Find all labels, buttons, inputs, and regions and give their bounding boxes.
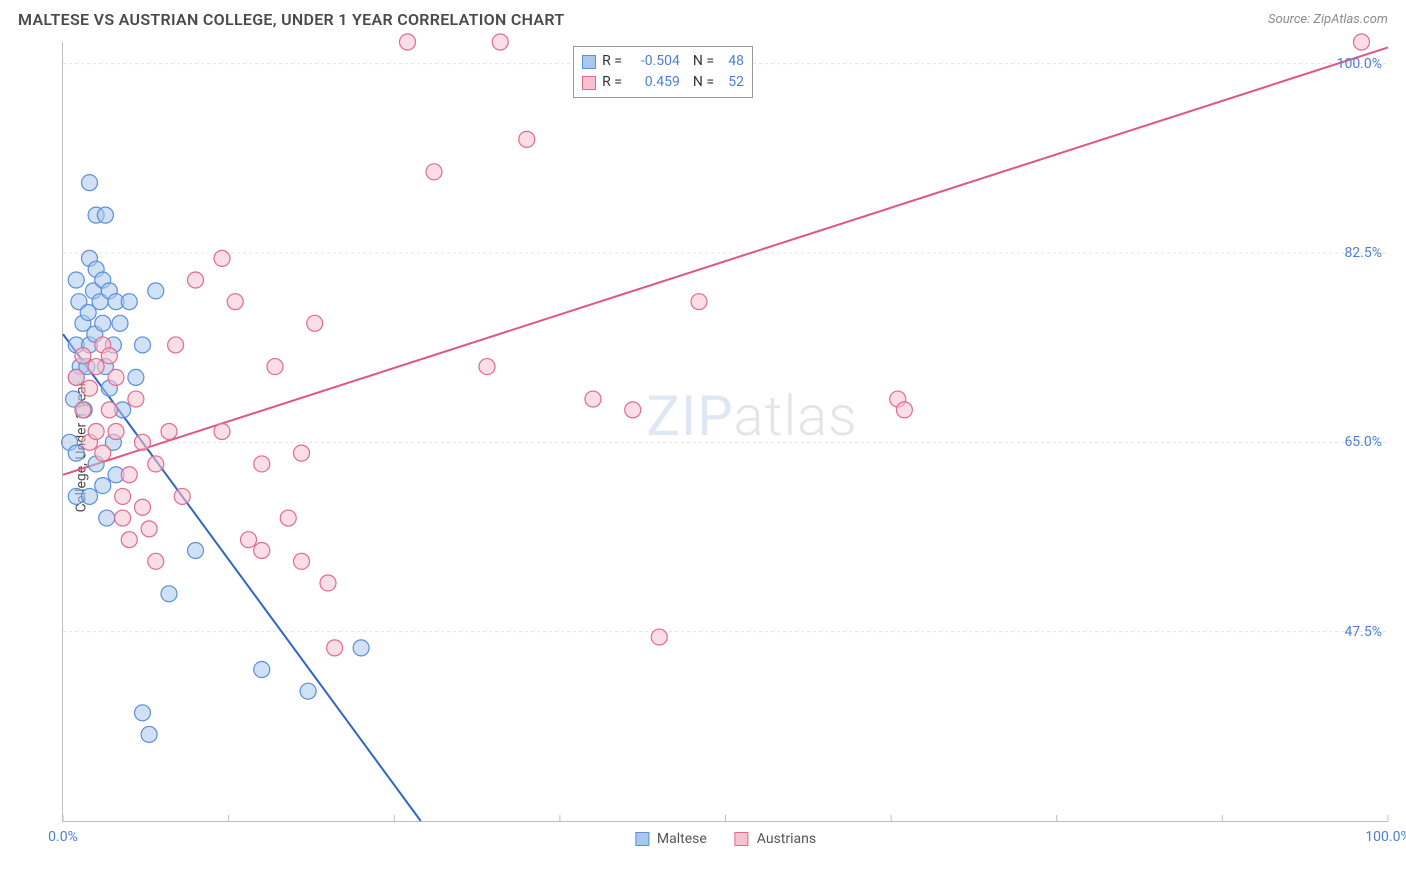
n-label: N = xyxy=(686,72,714,93)
legend-swatch xyxy=(735,832,749,846)
r-value: -0.504 xyxy=(628,51,680,72)
r-label: R = xyxy=(602,51,622,72)
r-label: R = xyxy=(602,72,622,93)
n-value: 48 xyxy=(720,51,744,72)
y-tick-label: 100.0% xyxy=(1337,56,1382,72)
x-tick-label: 100.0% xyxy=(1365,829,1406,845)
y-tick-label: 47.5% xyxy=(1344,624,1382,640)
r-value: 0.459 xyxy=(628,72,680,93)
y-tick-label: 65.0% xyxy=(1344,434,1382,450)
legend-item: Maltese xyxy=(635,831,707,847)
legend-swatch xyxy=(582,55,596,69)
chart-header: MALTESE VS AUSTRIAN COLLEGE, UNDER 1 YEA… xyxy=(0,0,1406,37)
n-label: N = xyxy=(686,51,714,72)
y-tick-label: 82.5% xyxy=(1344,245,1382,261)
x-tick-label: 0.0% xyxy=(48,829,78,845)
correlation-row: R = -0.504 N = 48 xyxy=(582,51,744,72)
legend-label: Maltese xyxy=(657,831,707,847)
chart-area: College, Under 1 year ZIPatlas R =-0.504… xyxy=(18,42,1388,852)
n-value: 52 xyxy=(720,72,744,93)
plot-svg xyxy=(63,42,1388,821)
legend-label: Austrians xyxy=(757,831,816,847)
series-legend: Maltese Austrians xyxy=(635,831,816,847)
chart-source: Source: ZipAtlas.com xyxy=(1268,12,1388,27)
legend-item: Austrians xyxy=(735,831,816,847)
legend-swatch xyxy=(582,76,596,90)
chart-title: MALTESE VS AUSTRIAN COLLEGE, UNDER 1 YEA… xyxy=(18,10,565,29)
correlation-row: R = 0.459 N = 52 xyxy=(582,72,744,93)
correlation-legend: R = -0.504 N = 48 R = 0.459 N = 52 xyxy=(573,46,753,98)
legend-swatch xyxy=(635,832,649,846)
plot-region: ZIPatlas R =-0.504 N =48R =0.459 N =52 M… xyxy=(62,42,1388,822)
